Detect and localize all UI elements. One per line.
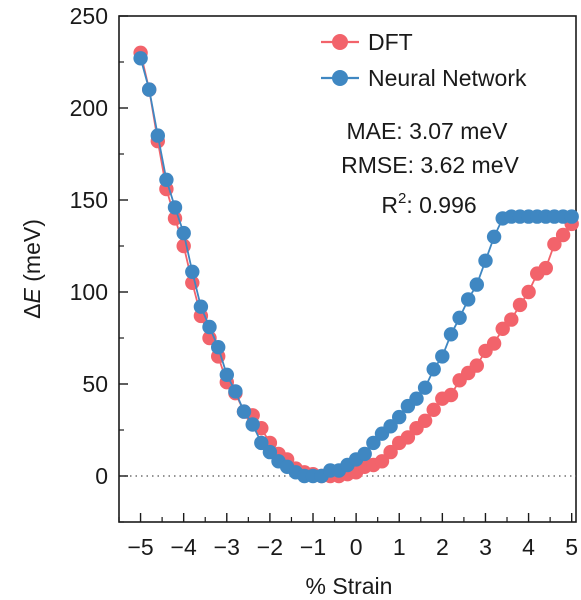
y-tick-label: 50 [82,371,108,397]
data-point-dft [417,413,433,428]
data-point-neural-network [564,209,579,224]
data-point-dft [383,444,398,460]
mae-text: MAE: 3.07 meV [346,118,508,144]
data-point-neural-network [486,229,502,244]
legend-dft-marker [332,34,348,50]
data-point-neural-network [150,128,165,143]
data-point-neural-network [236,404,252,419]
data-point-neural-network [254,435,269,451]
x-tick-label: 2 [436,534,449,560]
data-point-neural-network [435,349,450,364]
data-point-dft [555,227,571,243]
data-point-dft [374,454,390,469]
data-point-neural-network [366,435,381,451]
data-point-neural-network [167,200,183,215]
data-point-dft [504,312,519,327]
data-point-neural-network [211,340,226,355]
data-point-dft [443,387,459,403]
r2-prefix: R [381,192,398,218]
data-point-neural-network [443,327,459,342]
legend-nn-label: Neural Network [368,65,527,91]
data-point-neural-network [383,419,398,434]
y-tick-label: 100 [70,279,108,305]
x-tick-label: −4 [171,534,197,560]
data-point-neural-network [452,310,467,325]
x-tick-label: 5 [565,534,578,560]
data-point-neural-network [262,444,278,460]
data-point-neural-network [417,380,433,395]
data-point-neural-network [176,225,191,241]
x-tick-label: 4 [522,534,535,560]
rmse-text: RMSE: 3.62 meV [341,152,519,178]
data-point-neural-network [133,51,148,66]
data-point-neural-network [159,172,174,187]
data-point-neural-network [426,362,441,377]
legend-nn-marker [332,70,348,86]
data-point-neural-network [202,319,217,335]
data-point-neural-network [409,391,424,406]
y-axis-label-prefix: Δ [19,303,45,318]
data-point-dft [167,211,183,226]
stats-annotation: MAE: 3.07 meV RMSE: 3.62 meV R2: 0.996 [341,118,519,218]
y-axis-label-symbol: E [19,287,45,303]
x-tick-label: −3 [214,534,240,560]
r2-superscript: 2 [398,190,406,207]
data-point-dft [426,402,441,417]
data-point-neural-network [193,299,209,314]
data-point-neural-network [228,384,243,399]
y-tick-label: 150 [70,187,108,213]
y-tick-label: 0 [95,463,108,489]
plot-border [118,15,577,523]
x-tick-label: −2 [257,534,283,560]
series-line-dft [139,52,573,477]
x-tick-label: −1 [300,534,326,560]
x-tick-label: 3 [479,534,492,560]
data-point-dft [521,284,536,300]
data-point-neural-network [478,253,493,268]
data-point-neural-network [185,264,200,279]
data-point-dft [538,260,553,276]
legend-dft-label: DFT [368,29,413,55]
x-tick-label: 1 [393,534,406,560]
data-point-dft [495,321,510,336]
plot-frame [118,15,577,523]
x-axis-ticks: −5 −4 −3 −2 −1 0 1 2 3 4 5 [118,513,578,560]
y-axis-label-unit: (meV) [19,219,45,288]
data-point-neural-network [469,277,484,292]
data-point-dft [547,237,562,252]
data-point-neural-network [219,367,234,382]
series-dft [133,45,579,484]
data-point-neural-network [461,292,476,307]
data-point-neural-network [357,446,372,462]
data-point-dft [512,297,528,313]
series-neural-network [133,51,579,484]
data-point-dft [400,430,416,445]
y-axis-ticks: 0 50 100 150 200 250 [70,3,128,523]
data-point-neural-network [245,417,260,432]
x-axis-label: % Strain [306,573,393,599]
data-point-dft [486,336,502,351]
r2-value: : 0.996 [406,192,476,218]
y-axis-label: ΔE (meV) [19,219,45,319]
y-tick-label: 250 [70,3,108,29]
data-point-dft [176,238,191,254]
data-point-neural-network [392,409,407,425]
y-tick-label: 200 [70,95,108,121]
x-tick-label: 0 [350,534,363,560]
legend: DFT Neural Network [321,29,527,91]
data-point-neural-network [142,82,157,97]
series-layer [133,45,579,484]
r2-text: R2: 0.996 [381,190,476,218]
x-tick-label: −5 [127,534,153,560]
data-point-dft [469,358,484,373]
